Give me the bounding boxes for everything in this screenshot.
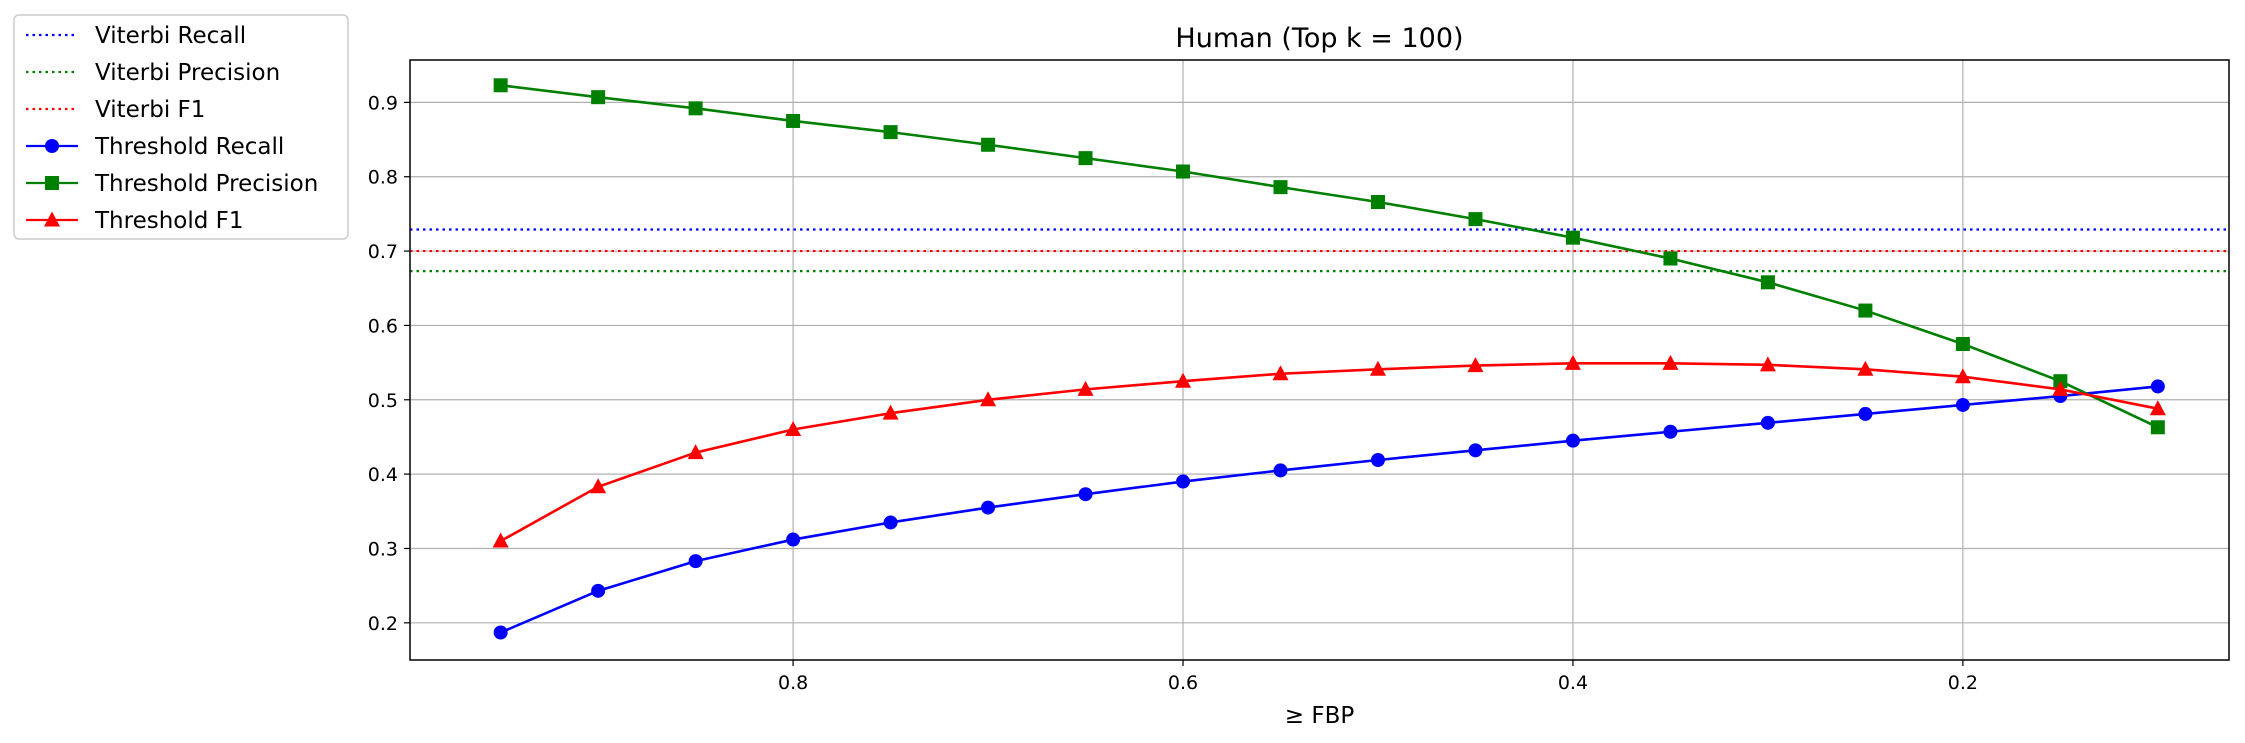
data-point: [1662, 354, 1679, 370]
x-tick-label: 0.6: [1168, 672, 1198, 694]
series-threshold-f1: [492, 354, 2166, 548]
legend-entry-threshold-recall: Threshold Recall: [26, 134, 284, 160]
data-point: [1176, 164, 1191, 179]
data-point: [1468, 443, 1483, 458]
data-point: [1954, 368, 1971, 384]
series-line: [500, 83, 2159, 429]
series-line: [500, 385, 2158, 634]
data-point: [687, 444, 704, 460]
legend-entry-threshold-precision: Threshold Precision: [26, 171, 318, 197]
x-tick-label: 0.8: [778, 672, 808, 694]
legend-label: Threshold F1: [94, 208, 244, 234]
chart-title: Human (Top k = 100): [1175, 23, 1463, 54]
data-point: [785, 421, 802, 437]
legend-frame: [13, 14, 349, 240]
data-point: [1176, 474, 1191, 489]
legend-marker: [45, 176, 59, 190]
data-point: [786, 532, 801, 547]
data-point: [1370, 195, 1385, 210]
data-point: [786, 113, 801, 128]
series: [492, 78, 2166, 640]
data-point: [590, 478, 607, 494]
x-axis-label: ≥ FBP: [1285, 703, 1355, 729]
y-tick-label: 0.9: [368, 92, 398, 114]
y-tick-label: 0.5: [368, 390, 398, 412]
data-point: [1857, 360, 1874, 376]
data-point: [493, 78, 508, 93]
data-point: [1564, 354, 1581, 370]
data-point: [1858, 406, 1873, 421]
legend-marker: [44, 211, 60, 227]
data-point: [1273, 180, 1288, 195]
data-point: [1078, 487, 1093, 502]
ticks: 0.8 0.6 0.4 0.2 0.2 0.3 0.4 0.5 0.6 0.7 0.8 0.9: [368, 92, 1978, 694]
y-tick-label: 0.6: [368, 315, 398, 337]
data-point: [981, 137, 996, 152]
data-point: [1272, 365, 1289, 381]
data-point: [1369, 360, 1386, 376]
x-tick-label: 0.4: [1558, 672, 1588, 694]
data-point: [980, 391, 997, 407]
data-point: [883, 125, 898, 140]
y-tick-label: 0.3: [368, 538, 398, 560]
data-point: [2150, 379, 2165, 394]
data-point: [591, 583, 606, 598]
legend-marker: [45, 139, 59, 153]
data-point: [1663, 251, 1678, 266]
data-point: [981, 500, 996, 515]
data-point: [1175, 372, 1192, 388]
data-point: [492, 532, 509, 548]
reference-lines: [410, 228, 2229, 273]
series-threshold-precision: [493, 78, 2165, 435]
data-point: [1467, 357, 1484, 373]
data-point: [1077, 380, 1094, 396]
data-point: [1760, 415, 1775, 430]
data-point: [883, 515, 898, 530]
data-point: [1759, 356, 1776, 372]
data-point: [591, 90, 606, 105]
data-point: [1858, 303, 1873, 318]
legend-label: Threshold Recall: [94, 134, 284, 160]
data-point: [2149, 400, 2166, 416]
legend-entry-viterbi-f1: Viterbi F1: [26, 97, 205, 123]
data-point: [1955, 397, 1970, 412]
plot-frame: [409, 59, 2230, 661]
data-point: [688, 554, 703, 569]
legend-label: Viterbi Precision: [95, 60, 280, 86]
data-point: [1468, 212, 1483, 227]
data-point: [1565, 230, 1580, 245]
data-point: [1955, 337, 1970, 352]
legend-entry-threshold-f1: Threshold F1: [26, 208, 244, 234]
y-tick-label: 0.8: [368, 167, 398, 189]
y-tick-label: 0.4: [368, 464, 398, 486]
y-tick-label: 0.7: [368, 241, 398, 263]
legend: Viterbi Recall Viterbi Precision Viterbi F…: [13, 14, 349, 240]
data-point: [1370, 453, 1385, 467]
series-line: [500, 362, 2159, 543]
y-tick-label: 0.2: [368, 613, 398, 635]
data-point: [493, 625, 508, 640]
series-threshold-recall: [493, 379, 2165, 640]
data-point: [1565, 433, 1580, 448]
data-point: [2150, 420, 2165, 435]
data-point: [2052, 380, 2069, 396]
data-point: [688, 101, 703, 116]
data-point: [1078, 151, 1093, 166]
data-point: [882, 404, 899, 420]
legend-entry-viterbi-precision: Viterbi Precision: [26, 60, 280, 86]
legend-label: Viterbi Recall: [95, 23, 246, 49]
legend-label: Threshold Precision: [94, 171, 318, 197]
data-point: [1760, 275, 1775, 290]
legend-label: Viterbi F1: [95, 97, 205, 123]
data-point: [1663, 424, 1678, 439]
data-point: [1273, 463, 1288, 478]
x-tick-label: 0.2: [1948, 672, 1978, 694]
legend-entry-viterbi-recall: Viterbi Recall: [26, 23, 246, 49]
